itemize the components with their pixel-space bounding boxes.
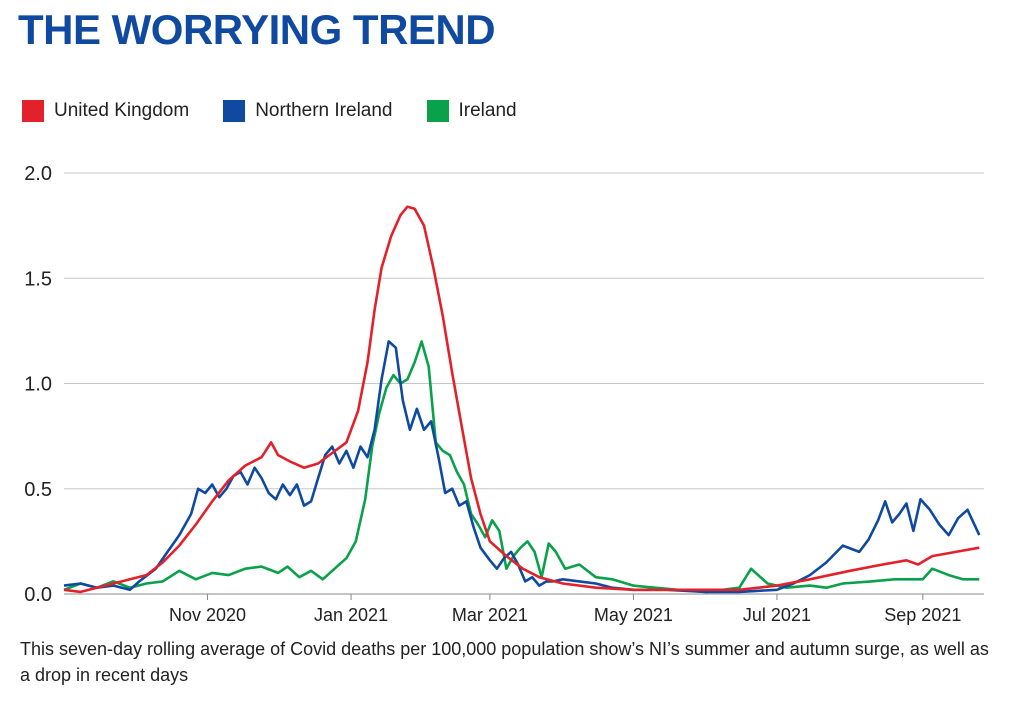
legend-swatch-ireland <box>426 100 449 122</box>
x-tick-label: Jul 2021 <box>743 605 811 625</box>
y-tick-label: 1.5 <box>24 268 52 290</box>
line-chart: 0.0 0.5 1.0 1.5 2.0 Nov 2020 Jan 2021 Mar 2021… <box>24 163 984 625</box>
y-axis-ticks: 0.0 0.5 1.0 1.5 2.0 <box>24 163 52 606</box>
chart-caption: This seven-day rolling average of Covid … <box>20 639 989 685</box>
y-tick-label: 1.0 <box>24 374 52 396</box>
series-line-ireland <box>63 340 980 594</box>
legend-label-northern-ireland: Northern Ireland <box>255 100 393 121</box>
y-tick-label: 0.0 <box>24 584 52 606</box>
series-lines <box>63 205 981 594</box>
series-line-northern-ireland <box>63 340 981 594</box>
x-tick-label: Jan 2021 <box>314 605 388 625</box>
legend-label-ireland: Ireland <box>458 100 517 121</box>
chart-legend: United Kingdom Northern Ireland Ireland <box>22 100 551 122</box>
legend-label-united-kingdom: United Kingdom <box>54 100 190 121</box>
x-tick-label: May 2021 <box>594 605 673 625</box>
gridlines <box>64 172 984 595</box>
y-tick-label: 2.0 <box>24 163 52 185</box>
legend-swatch-united-kingdom <box>22 100 44 122</box>
legend-item-ireland[interactable]: Ireland <box>426 100 517 122</box>
legend-item-united-kingdom[interactable]: United Kingdom <box>22 100 189 122</box>
legend-swatch-northern-ireland <box>223 100 246 122</box>
y-tick-label: 0.5 <box>24 479 52 501</box>
x-tick-label: Sep 2021 <box>884 605 961 625</box>
x-tick-label: Mar 2021 <box>452 605 528 625</box>
legend-item-northern-ireland[interactable]: Northern Ireland <box>223 100 393 122</box>
x-tick-label: Nov 2020 <box>169 605 246 625</box>
series-line-united-kingdom <box>63 205 980 594</box>
x-axis-ticks: Nov 2020 Jan 2021 Mar 2021 May 2021 Jul 2021… <box>169 594 961 625</box>
chart-title: THE WORRYING TREND <box>18 6 496 53</box>
